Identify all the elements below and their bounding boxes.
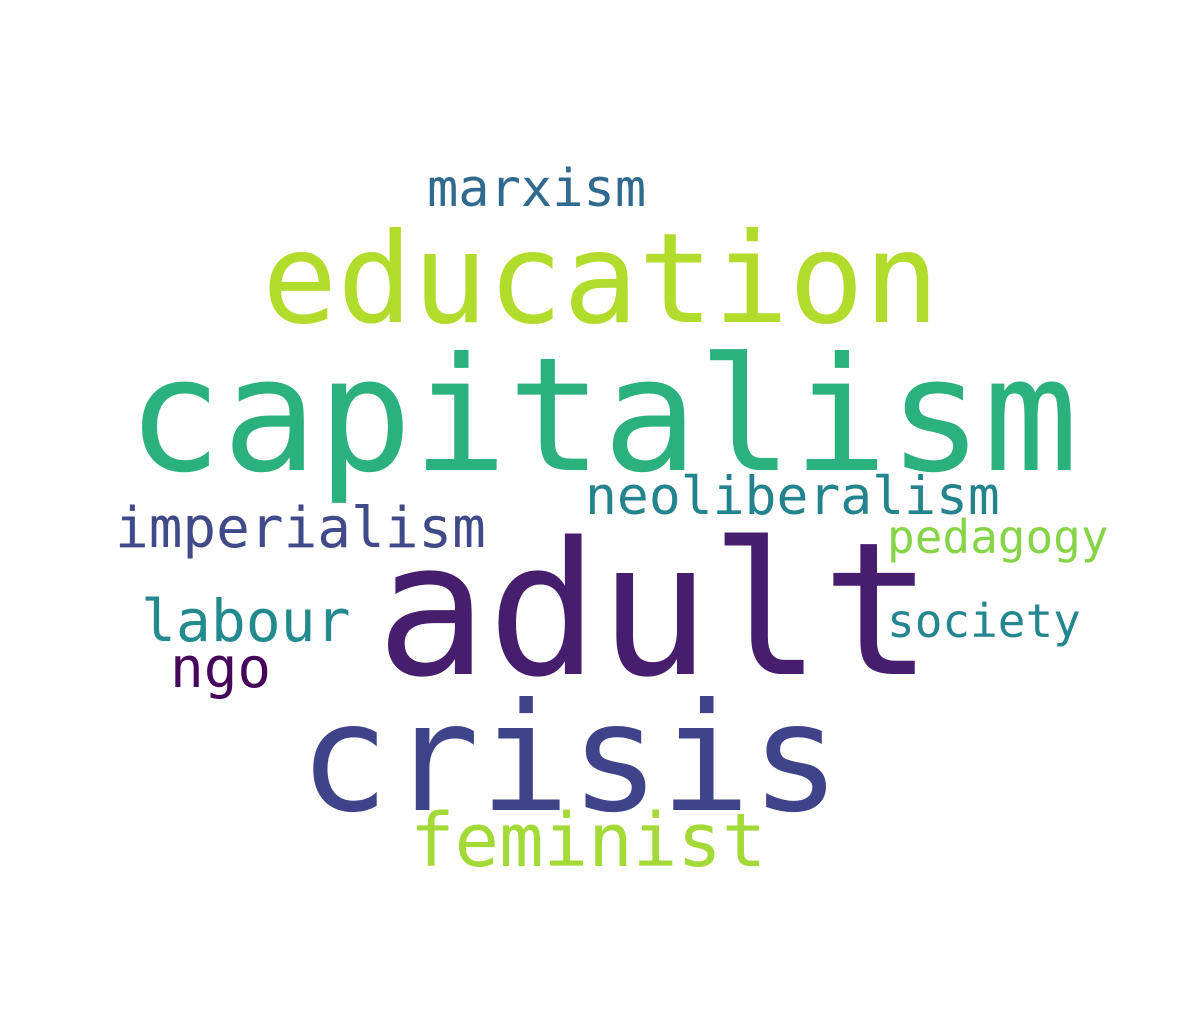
word-capitalism: capitalism: [127, 324, 1079, 508]
word-neoliberalism: neoliberalism: [585, 466, 1000, 527]
word-ngo: ngo: [170, 636, 272, 701]
word-marxism: marxism: [427, 159, 647, 219]
word-adult: adult: [376, 502, 933, 718]
word-crisis: crisis: [299, 672, 841, 846]
word-society: society: [887, 594, 1081, 648]
word-education: education: [262, 207, 940, 352]
word-pedagogy: pedagogy: [887, 510, 1109, 564]
word-imperialism: imperialism: [115, 496, 486, 561]
word-labour: labour: [141, 587, 351, 655]
word-feminist: feminist: [410, 798, 767, 884]
